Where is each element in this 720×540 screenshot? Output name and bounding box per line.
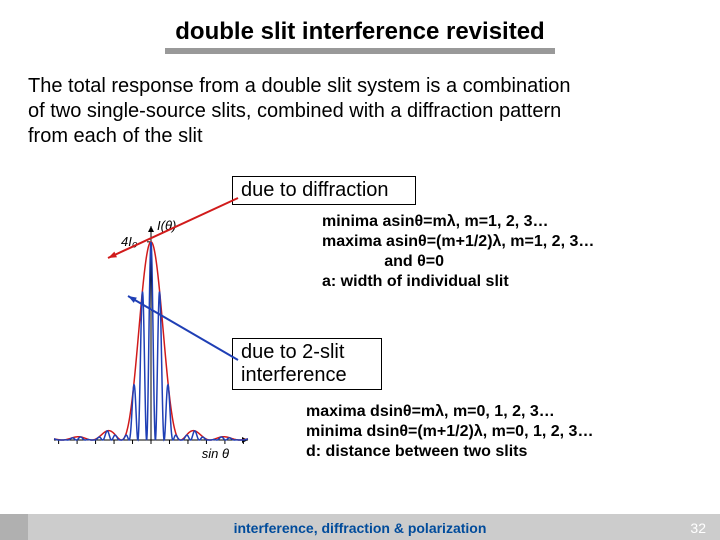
interference-maxima: maxima dsinθ=mλ, m=0, 1, 2, 3… bbox=[306, 402, 593, 422]
diffraction-maxima: maxima asinθ=(m+1/2)λ, m=1, 2, 3… bbox=[322, 232, 594, 252]
diffraction-theta0: and θ=0 bbox=[322, 252, 594, 272]
intensity-chart: I(θ) 4I₀ sin θ bbox=[18, 210, 254, 470]
interference-box-line1: due to 2-slit bbox=[241, 341, 344, 363]
title-underline bbox=[165, 48, 555, 54]
interference-minima: minima dsinθ=(m+1/2)λ, m=0, 1, 2, 3… bbox=[306, 422, 593, 442]
interference-box-line2: interference bbox=[241, 364, 347, 386]
svg-text:sin θ: sin θ bbox=[202, 446, 229, 461]
svg-text:I(θ): I(θ) bbox=[157, 218, 176, 233]
footer-title: interference, diffraction & polarization bbox=[0, 520, 720, 536]
svg-text:4I₀: 4I₀ bbox=[121, 234, 138, 249]
interference-formulas: maxima dsinθ=mλ, m=0, 1, 2, 3… minima ds… bbox=[306, 402, 593, 462]
page-number: 32 bbox=[690, 520, 706, 536]
interference-box: due to 2-slit interference bbox=[232, 338, 382, 390]
intro-paragraph: The total response from a double slit sy… bbox=[28, 74, 588, 149]
diffraction-a-def: a: width of individual slit bbox=[322, 272, 594, 292]
diffraction-minima: minima asinθ=mλ, m=1, 2, 3… bbox=[322, 212, 594, 232]
page-title: double slit interference revisited bbox=[175, 18, 544, 46]
interference-d-def: d: distance between two slits bbox=[306, 442, 593, 462]
diffraction-box: due to diffraction bbox=[232, 176, 416, 205]
diffraction-formulas: minima asinθ=mλ, m=1, 2, 3… maxima asinθ… bbox=[322, 212, 594, 292]
